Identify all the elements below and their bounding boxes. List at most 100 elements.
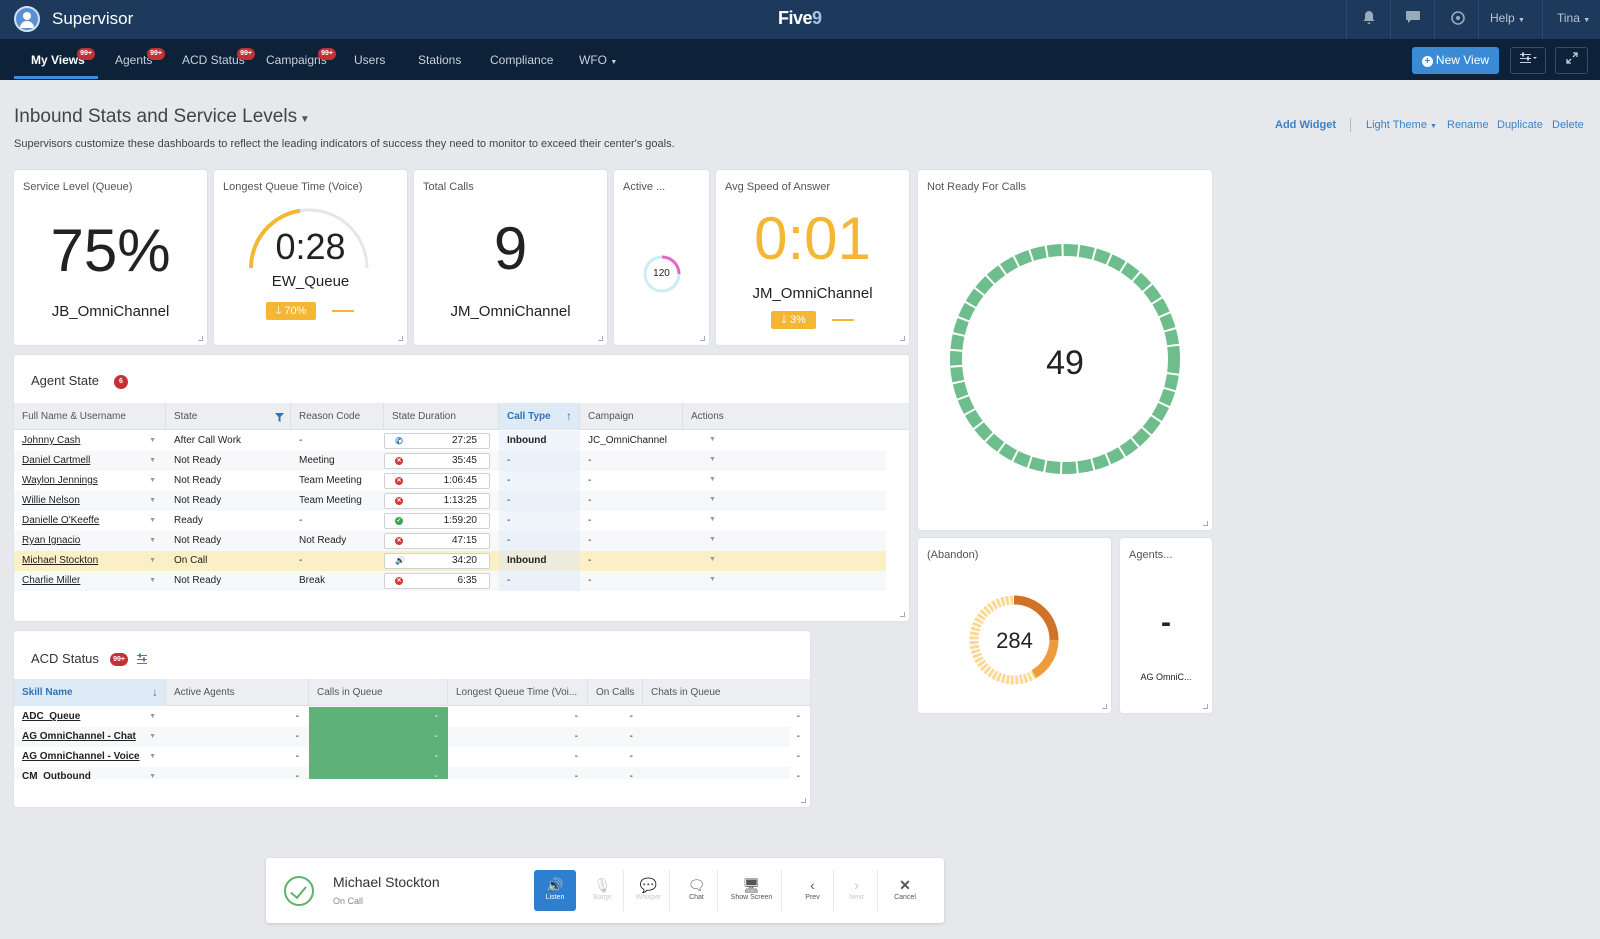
actions-dropdown-icon[interactable]: ▼: [709, 476, 716, 483]
agent-name[interactable]: Waylon Jennings: [22, 475, 98, 486]
resize-handle[interactable]: [198, 336, 203, 341]
row-dropdown[interactable]: ▼: [14, 727, 166, 747]
filter-icon[interactable]: [275, 413, 284, 422]
actions-dropdown-icon[interactable]: ▼: [709, 576, 716, 583]
show-screen-button[interactable]: 🖥 Show Screen: [722, 870, 782, 911]
settings-sliders-icon[interactable]: [136, 653, 148, 665]
table-row[interactable]: AG OmniChannel - Voice ▼ - - - - -: [14, 747, 800, 767]
row-dropdown[interactable]: ▼: [14, 551, 166, 571]
row-dropdown[interactable]: ▼: [14, 511, 166, 531]
total-calls-widget[interactable]: Total Calls 9 JM_OmniChannel: [414, 170, 607, 345]
user-menu[interactable]: Tina ▼: [1557, 11, 1591, 25]
longest-queue-widget[interactable]: Longest Queue Time (Voice) 0:28 EW_Queue…: [214, 170, 407, 345]
skill-name[interactable]: AG OmniChannel - Chat: [22, 731, 136, 742]
table-row[interactable]: Waylon Jennings ▼ Not Ready Team Meeting ✕ 1:…: [14, 471, 886, 491]
add-widget-link[interactable]: Add Widget: [1275, 119, 1336, 131]
avg-speed-widget[interactable]: Avg Speed of Answer 0:01 JM_OmniChannel …: [716, 170, 909, 345]
tab-users[interactable]: Users: [354, 53, 386, 67]
tab-acd-status[interactable]: ACD Status: [182, 53, 245, 67]
resize-handle[interactable]: [598, 336, 603, 341]
listen-button[interactable]: 🔊 Listen: [534, 870, 576, 911]
agent-name[interactable]: Danielle O'Keeffe: [22, 515, 100, 526]
abandon-widget[interactable]: (Abandon) 284: [918, 538, 1111, 713]
table-row[interactable]: Daniel Cartmell ▼ Not Ready Meeting ✕ 35:45- -…: [14, 451, 886, 471]
chat-bubble-icon[interactable]: [1404, 10, 1422, 28]
headset-icon[interactable]: [1449, 10, 1467, 28]
actions-dropdown-icon[interactable]: ▼: [709, 436, 716, 443]
resize-handle[interactable]: [700, 336, 705, 341]
barge-button[interactable]: 🎙 Barge: [582, 870, 624, 911]
tab-wfo[interactable]: WFO ▼: [579, 53, 618, 67]
row-dropdown[interactable]: ▼: [14, 451, 166, 471]
agent-name[interactable]: Willie Nelson: [22, 495, 80, 506]
next-button[interactable]: › Next: [836, 870, 878, 911]
agents-widget[interactable]: Agents... - AG OmniC...: [1120, 538, 1212, 713]
agent-name[interactable]: Johnny Cash: [22, 435, 81, 446]
col-chats-in-queue[interactable]: Chats in Queue: [651, 687, 721, 698]
col-skill-name[interactable]: Skill Name ↓: [14, 679, 166, 706]
actions-dropdown-icon[interactable]: ▼: [709, 516, 716, 523]
col-state[interactable]: State: [166, 403, 291, 430]
row-dropdown[interactable]: ▼: [14, 431, 166, 451]
actions-dropdown-icon[interactable]: ▼: [709, 556, 716, 563]
table-row[interactable]: Willie Nelson ▼ Not Ready Team Meeting ✕ 1:13…: [14, 491, 886, 511]
resize-handle[interactable]: [1203, 521, 1208, 526]
resize-handle[interactable]: [900, 612, 905, 617]
fullscreen-button[interactable]: [1555, 47, 1588, 74]
actions-dropdown-icon[interactable]: ▼: [709, 456, 716, 463]
row-dropdown[interactable]: ▼: [14, 707, 166, 727]
new-view-button[interactable]: + New View: [1412, 47, 1499, 74]
tab-agents[interactable]: Agents: [115, 53, 153, 67]
table-row[interactable]: CM_Outbound ▼ - - - - -: [14, 767, 800, 779]
col-call-type[interactable]: Call Type ↑: [499, 403, 580, 430]
col-reason-code[interactable]: Reason Code: [291, 403, 384, 430]
bell-icon[interactable]: [1360, 10, 1378, 28]
not-ready-widget[interactable]: Not Ready For Calls 49: [918, 170, 1212, 530]
agent-name[interactable]: Michael Stockton: [22, 555, 99, 566]
cancel-button[interactable]: ✕ Cancel: [884, 870, 926, 911]
active-widget[interactable]: Active ... 120: [614, 170, 709, 345]
row-dropdown[interactable]: ▼: [14, 491, 166, 511]
row-dropdown[interactable]: ▼: [14, 747, 166, 767]
table-row[interactable]: Charlie Miller ▼ Not Ready Break ✕ 6:35- - ▼: [14, 571, 886, 591]
row-dropdown[interactable]: ▼: [14, 471, 166, 491]
skill-name[interactable]: ADC_Queue: [22, 711, 81, 722]
view-settings-button[interactable]: [1510, 47, 1546, 74]
table-row[interactable]: Johnny Cash ▼ After Call Work - ✆ 27:25 Inboun…: [14, 431, 886, 451]
tab-compliance[interactable]: Compliance: [490, 53, 554, 67]
agent-name[interactable]: Ryan Ignacio: [22, 535, 81, 546]
resize-handle[interactable]: [1203, 704, 1208, 709]
agent-name[interactable]: Daniel Cartmell: [22, 455, 91, 466]
col-campaign[interactable]: Campaign: [580, 403, 683, 430]
whisper-button[interactable]: 💬 Whisper: [628, 870, 670, 911]
tab-campaigns[interactable]: Campaigns: [266, 53, 327, 67]
row-dropdown[interactable]: ▼: [14, 767, 166, 779]
delete-link[interactable]: Delete: [1552, 119, 1584, 131]
service-level-widget[interactable]: Service Level (Queue) 75% JB_OmniChannel: [14, 170, 207, 345]
table-row[interactable]: Michael Stockton ▼ On Call - 🔊 34:20 Inbound - ▼: [14, 551, 886, 571]
rename-link[interactable]: Rename: [1447, 119, 1489, 131]
col-on-calls[interactable]: On Calls: [588, 679, 643, 706]
resize-handle[interactable]: [801, 798, 806, 803]
col-active-agents[interactable]: Active Agents: [166, 679, 309, 706]
prev-button[interactable]: ‹ Prev: [792, 870, 834, 911]
skill-name[interactable]: CM_Outbound: [22, 771, 91, 779]
resize-handle[interactable]: [1102, 704, 1107, 709]
actions-dropdown-icon[interactable]: ▼: [709, 536, 716, 543]
resize-handle[interactable]: [900, 336, 905, 341]
col-longest-queue[interactable]: Longest Queue Time (Voi...: [448, 679, 588, 706]
col-full-name[interactable]: Full Name & Username: [14, 403, 166, 430]
row-dropdown[interactable]: ▼: [14, 571, 166, 591]
col-calls-in-queue[interactable]: Calls in Queue: [309, 679, 448, 706]
agent-name[interactable]: Charlie Miller: [22, 575, 81, 586]
chat-button[interactable]: 🗨 Chat: [676, 870, 718, 911]
page-title[interactable]: Inbound Stats and Service Levels ▼: [14, 106, 310, 127]
resize-handle[interactable]: [398, 336, 403, 341]
table-row[interactable]: Danielle O'Keeffe ▼ Ready - ✓ 1:59:20- - ▼: [14, 511, 886, 531]
help-menu[interactable]: Help ▼: [1490, 11, 1525, 25]
tab-my-views[interactable]: My Views: [31, 53, 85, 67]
table-row[interactable]: Ryan Ignacio ▼ Not Ready Not Ready ✕ 47:15- - ▼: [14, 531, 886, 551]
duplicate-link[interactable]: Duplicate: [1497, 119, 1543, 131]
table-row[interactable]: ADC_Queue ▼ - - - - -: [14, 707, 800, 727]
tab-stations[interactable]: Stations: [418, 53, 462, 67]
